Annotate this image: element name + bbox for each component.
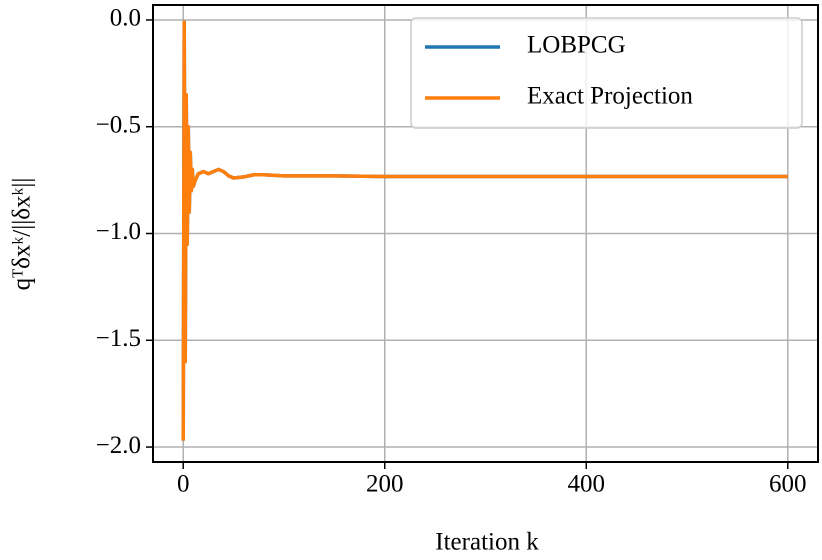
y-tick-label: 0.0 [110,5,141,32]
legend-label: Exact Projection [527,83,693,110]
y-tick-label: −1.5 [96,325,141,352]
y-tick-label: −1.0 [96,218,141,245]
data-line [181,20,788,441]
x-tick-label: 0 [177,471,190,498]
y-axis-label: qᵀδxᵏ/||δxᵏ|| [9,178,36,291]
legend-label: LOBPCG [527,32,626,59]
x-tick-label: 400 [568,471,606,498]
x-tick-label: 600 [769,471,807,498]
x-tick-label: 200 [366,471,404,498]
plot-frame [152,4,819,463]
legend-box [410,17,803,129]
y-tick-label: −0.5 [96,111,141,138]
x-axis-label: Iteration k [435,529,539,556]
y-tick-label: −2.0 [96,432,141,459]
